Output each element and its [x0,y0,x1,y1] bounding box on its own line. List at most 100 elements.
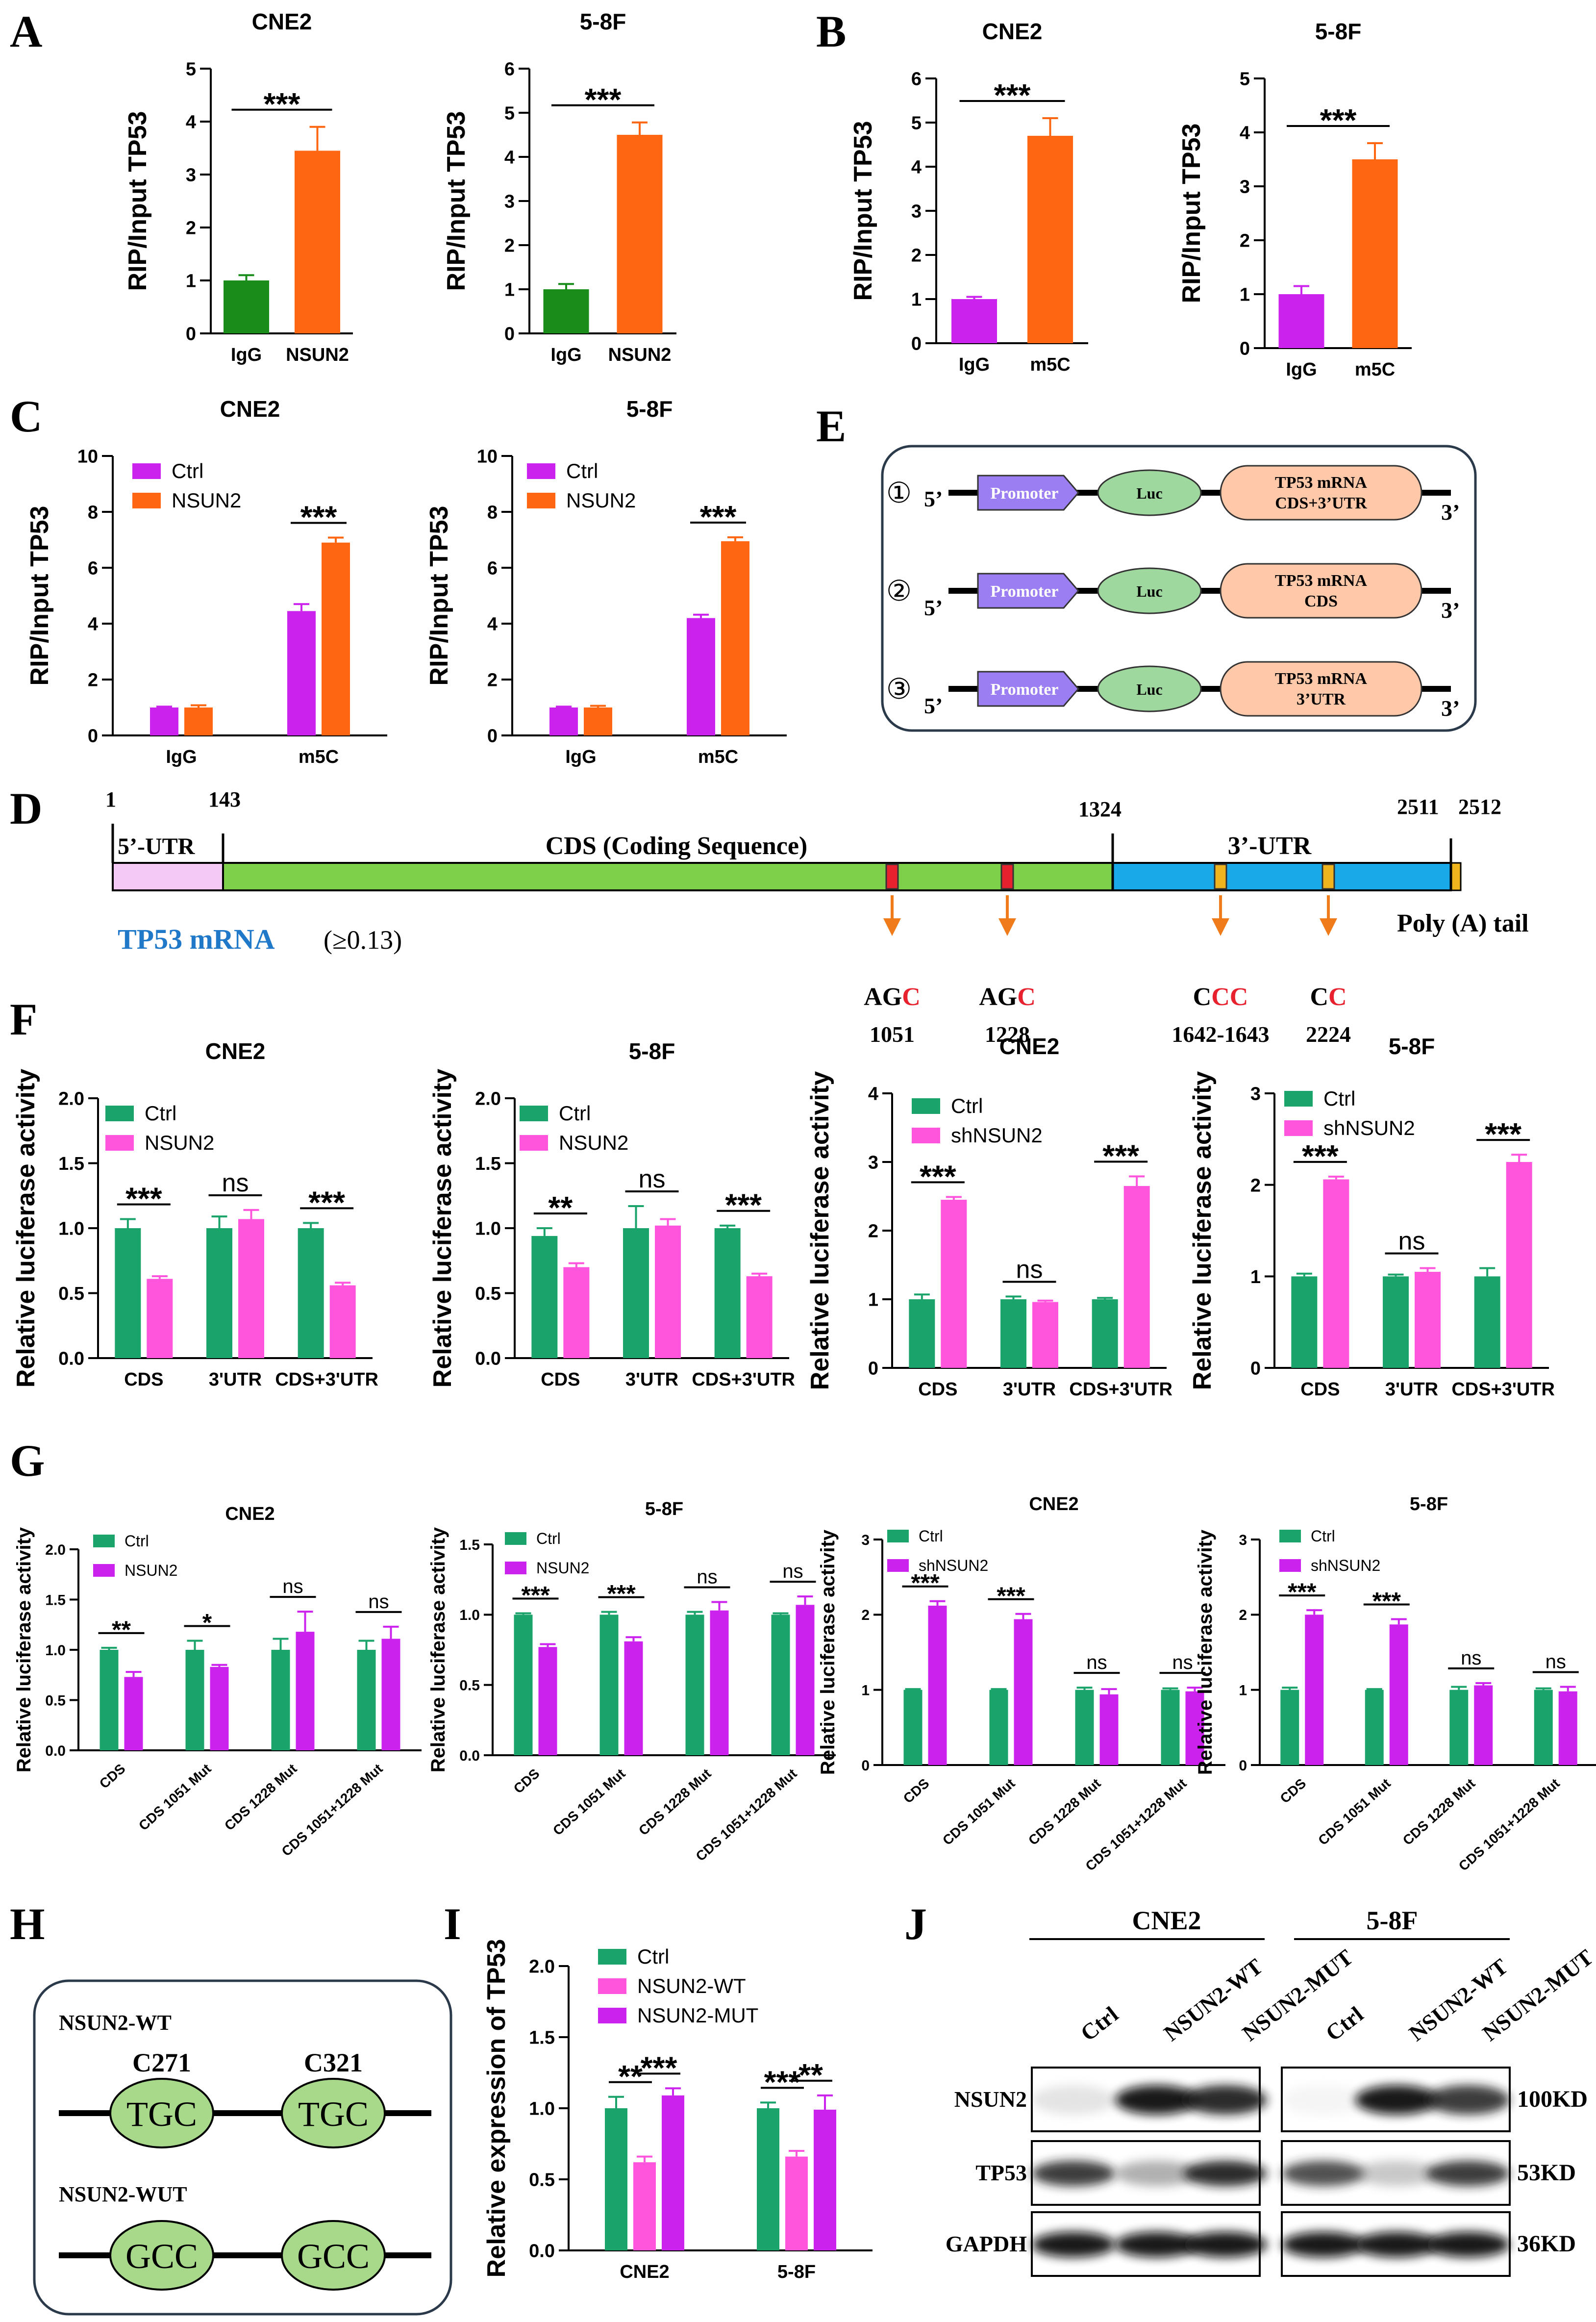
significance-label: *** [994,77,1031,113]
motif-prefix: AG [864,983,902,1011]
bar [1383,1276,1409,1368]
x-tick-label: IgG [1286,359,1317,380]
bar [329,1285,356,1358]
y-tick-label: 6 [487,558,498,579]
y-tick-label: 1.5 [459,1537,480,1553]
y-axis-label: Relative luciferase activity [1188,1071,1217,1390]
insert-label: TP53 mRNA [1275,572,1367,590]
legend-swatch [132,463,161,479]
x-tick-label: NSUN2 [608,345,672,365]
panel-label-I: I [444,1899,461,1949]
y-tick-label: 0.5 [529,2170,555,2191]
y-tick-label: 2 [861,1607,870,1623]
chart-title: CNE2 [252,9,312,34]
significance-label: ns [1086,1652,1107,1673]
motif-prefix: AG [979,983,1017,1011]
motif-prefix: C [1310,983,1328,1011]
bar [322,542,350,735]
bar [238,1219,264,1358]
luc-shape [1097,665,1202,712]
x-tick-label: CDS+3'UTR [692,1369,795,1390]
blot-size-label: 36KD [1517,2231,1576,2257]
y-tick-label: 1.0 [45,1642,66,1659]
y-tick-label: 0 [504,324,515,345]
legend-swatch [505,1562,526,1574]
chart-10: 0.0 0.5 1.0 1.5 2.0 Relative luciferase activ… [13,1504,422,1859]
y-tick-label: 1.5 [529,2028,555,2048]
significance-label: ns [1546,1651,1566,1673]
motif-methylated: C [902,983,921,1011]
legend-label: NSUN2 [145,1131,214,1154]
bar [206,1228,232,1358]
significance-label: *** [300,499,337,534]
chart-1: 0 1 2 3 4 5 6 RIP/Input TP53 5-8F IgG NSUN2 *** [442,9,676,365]
y-tick-label: 2 [186,218,196,239]
chart-14: 0.0 0.5 1.0 1.5 2.0 Relative expression of TP… [482,1939,873,2282]
panel-label-F: F [10,994,37,1044]
insert-shape [1220,661,1422,717]
insert-shape [1220,563,1422,619]
x-tick-label: 3'UTR [1003,1379,1056,1400]
threshold-label: (≥0.13) [324,925,402,955]
legend-swatch [887,1530,909,1542]
chart-title: CNE2 [999,1034,1060,1059]
bar [150,707,178,735]
legend-label: Ctrl [536,1530,561,1547]
bar [115,1228,141,1358]
bar [538,1647,557,1755]
legend-label: Ctrl [145,1102,176,1125]
y-tick-label: 4 [868,1084,878,1105]
chart-title: 5-8F [1315,19,1362,44]
legend-swatch [105,1106,134,1121]
promoter-label: Promoter [990,484,1058,503]
blot-size-label: 53KD [1517,2160,1576,2186]
blot-band [1184,2085,1267,2115]
site-position: 1228 [985,1022,1030,1047]
bar [1099,1694,1119,1765]
y-tick-label: 0 [1250,1359,1261,1379]
legend-label: shNSUN2 [951,1124,1043,1147]
x-tick-label: CDS 1228 Mut [636,1766,714,1838]
y-tick-label: 0 [186,324,196,345]
legend-swatch [1279,1530,1301,1542]
bar [514,1615,533,1755]
x-tick-label: 3'UTR [209,1369,262,1390]
position-1: 1 [105,787,116,811]
bar [124,1677,143,1750]
blot-band [1282,2085,1365,2115]
chart-3: 0 1 2 3 4 5 RIP/Input TP53 5-8F IgG m5C *** [1177,19,1412,380]
bar [1352,159,1398,348]
y-tick-label: 1 [1250,1267,1261,1287]
y-tick-label: 0.5 [475,1284,501,1304]
legend-swatch [105,1135,134,1151]
utr5-region [112,862,224,891]
bar [928,1605,947,1765]
y-axis-label: RIP/Input TP53 [849,121,877,301]
bar [357,1650,376,1750]
site-motif: CC [1310,983,1347,1011]
significance-label: *** [585,82,622,117]
chart-title: CNE2 [225,1504,274,1524]
legend-swatch [527,463,555,479]
blot-band [1282,2161,1365,2186]
utr3-region [1112,862,1452,891]
blot-row-tp53: TP53 53KD [975,2140,1576,2206]
insert-label: TP53 mRNA [1275,474,1367,492]
blot-row-gapdh: GAPDH 36KD [946,2211,1576,2277]
chart-title: 5-8F [1410,1494,1448,1514]
mrna-label: TP53 mRNA [118,923,275,955]
significance-label: *** [1485,1116,1521,1152]
y-tick-label: 0.0 [459,1748,480,1764]
luc-label: Luc [1136,484,1162,502]
legend-swatch [520,1106,548,1121]
bar [785,2156,808,2250]
bar [1278,294,1324,348]
bar [623,1228,649,1358]
bar [184,707,213,735]
legend-label: Ctrl [1323,1087,1355,1110]
luc-shape [1097,469,1202,516]
y-tick-label: 4 [487,614,498,635]
bar [796,1605,815,1755]
bar [1014,1619,1033,1765]
legend-swatch [505,1532,526,1545]
